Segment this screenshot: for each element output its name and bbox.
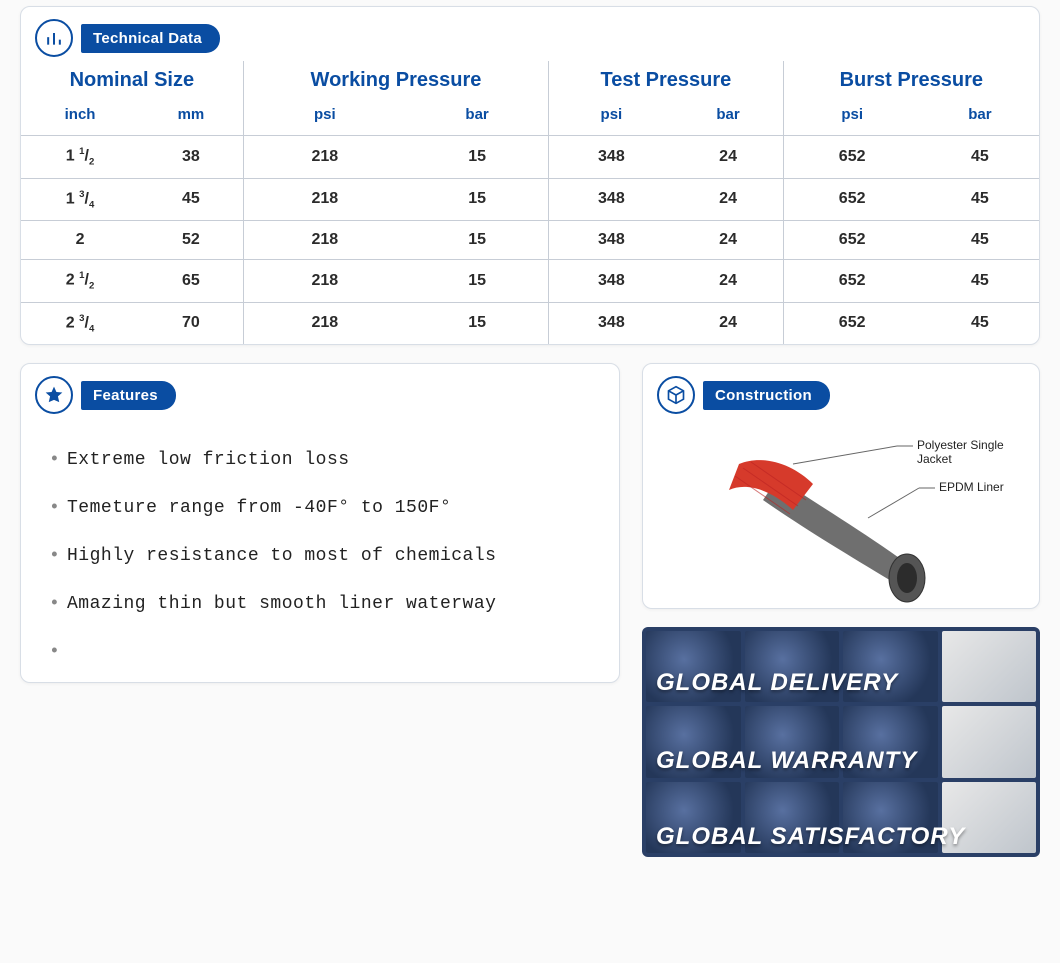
cell-inch: 2 1/2 xyxy=(21,260,139,303)
cell-wp-bar: 15 xyxy=(406,302,549,344)
unit-wp-psi: psi xyxy=(243,98,406,136)
cell-inch: 1 1/2 xyxy=(21,136,139,179)
cell-wp-psi: 218 xyxy=(243,178,406,221)
global-line-1: GLOBAL DELIVERY xyxy=(656,669,898,697)
cell-wp-psi: 218 xyxy=(243,260,406,303)
cell-tp-psi: 348 xyxy=(549,221,674,260)
features-card: Features Extreme low friction lossTemetu… xyxy=(20,363,620,683)
table-header-groups: Nominal Size Working Pressure Test Press… xyxy=(21,61,1039,98)
group-working-pressure: Working Pressure xyxy=(243,61,548,98)
features-title: Features xyxy=(81,381,176,410)
group-nominal-size: Nominal Size xyxy=(21,61,243,98)
cell-tp-bar: 24 xyxy=(674,221,783,260)
table-row: 252218153482465245 xyxy=(21,221,1039,260)
construction-card: Construction xyxy=(642,363,1040,609)
cell-wp-psi: 218 xyxy=(243,302,406,344)
star-icon xyxy=(35,376,73,414)
global-line-2: GLOBAL WARRANTY xyxy=(656,747,917,775)
table-row: 1 1/238218153482465245 xyxy=(21,136,1039,179)
features-list: Extreme low friction lossTemeture range … xyxy=(49,436,595,656)
cell-mm: 52 xyxy=(139,221,243,260)
technical-data-title: Technical Data xyxy=(81,24,220,53)
unit-bp-psi: psi xyxy=(783,98,921,136)
cell-bp-psi: 652 xyxy=(783,260,921,303)
table-row: 2 1/265218153482465245 xyxy=(21,260,1039,303)
cell-bp-psi: 652 xyxy=(783,221,921,260)
features-header: Features xyxy=(21,364,619,418)
unit-tp-bar: bar xyxy=(674,98,783,136)
unit-tp-psi: psi xyxy=(549,98,674,136)
cell-bp-bar: 45 xyxy=(921,178,1039,221)
cell-wp-bar: 15 xyxy=(406,260,549,303)
cube-icon xyxy=(657,376,695,414)
cell-bp-psi: 652 xyxy=(783,178,921,221)
global-banner: GLOBAL DELIVERY GLOBAL WARRANTY GLOBAL S… xyxy=(642,627,1040,857)
table-header-units: inch mm psi bar psi bar psi bar xyxy=(21,98,1039,136)
cell-bp-bar: 45 xyxy=(921,136,1039,179)
technical-data-card: Technical Data Nominal Size Working Pres… xyxy=(20,6,1040,345)
unit-wp-bar: bar xyxy=(406,98,549,136)
cell-tp-bar: 24 xyxy=(674,260,783,303)
callout-liner: EPDM Liner xyxy=(939,480,1004,494)
cell-inch: 1 3/4 xyxy=(21,178,139,221)
table-row: 2 3/470218153482465245 xyxy=(21,302,1039,344)
cell-mm: 65 xyxy=(139,260,243,303)
construction-title: Construction xyxy=(703,381,830,410)
cell-tp-psi: 348 xyxy=(549,260,674,303)
list-item: Highly resistance to most of chemicals xyxy=(49,532,595,580)
cell-wp-bar: 15 xyxy=(406,221,549,260)
cell-mm: 38 xyxy=(139,136,243,179)
construction-header: Construction xyxy=(643,364,1039,418)
cell-wp-bar: 15 xyxy=(406,178,549,221)
cell-tp-bar: 24 xyxy=(674,178,783,221)
unit-bp-bar: bar xyxy=(921,98,1039,136)
cell-wp-psi: 218 xyxy=(243,136,406,179)
cell-bp-bar: 45 xyxy=(921,260,1039,303)
cell-wp-bar: 15 xyxy=(406,136,549,179)
group-test-pressure: Test Pressure xyxy=(549,61,783,98)
construction-diagram: Polyester Single Jacket EPDM Liner xyxy=(643,418,1039,608)
global-line-3: GLOBAL SATISFACTORY xyxy=(656,823,965,851)
group-burst-pressure: Burst Pressure xyxy=(783,61,1039,98)
callout-jacket: Polyester Single Jacket xyxy=(917,438,1039,466)
cell-tp-bar: 24 xyxy=(674,136,783,179)
unit-inch: inch xyxy=(21,98,139,136)
cell-tp-psi: 348 xyxy=(549,178,674,221)
list-item: Temeture range from -40F° to 150F° xyxy=(49,484,595,532)
cell-wp-psi: 218 xyxy=(243,221,406,260)
cell-bp-psi: 652 xyxy=(783,136,921,179)
cell-tp-psi: 348 xyxy=(549,302,674,344)
cell-bp-bar: 45 xyxy=(921,221,1039,260)
cell-tp-psi: 348 xyxy=(549,136,674,179)
list-item xyxy=(49,628,595,656)
cell-tp-bar: 24 xyxy=(674,302,783,344)
technical-data-table: Nominal Size Working Pressure Test Press… xyxy=(21,61,1039,344)
cell-bp-psi: 652 xyxy=(783,302,921,344)
cell-bp-bar: 45 xyxy=(921,302,1039,344)
list-item: Extreme low friction loss xyxy=(49,436,595,484)
cell-inch: 2 xyxy=(21,221,139,260)
table-row: 1 3/445218153482465245 xyxy=(21,178,1039,221)
bar-chart-icon xyxy=(35,19,73,57)
cell-inch: 2 3/4 xyxy=(21,302,139,344)
technical-data-header: Technical Data xyxy=(21,7,1039,61)
hose-bore xyxy=(897,563,917,593)
cell-mm: 45 xyxy=(139,178,243,221)
unit-mm: mm xyxy=(139,98,243,136)
list-item: Amazing thin but smooth liner waterway xyxy=(49,580,595,628)
cell-mm: 70 xyxy=(139,302,243,344)
